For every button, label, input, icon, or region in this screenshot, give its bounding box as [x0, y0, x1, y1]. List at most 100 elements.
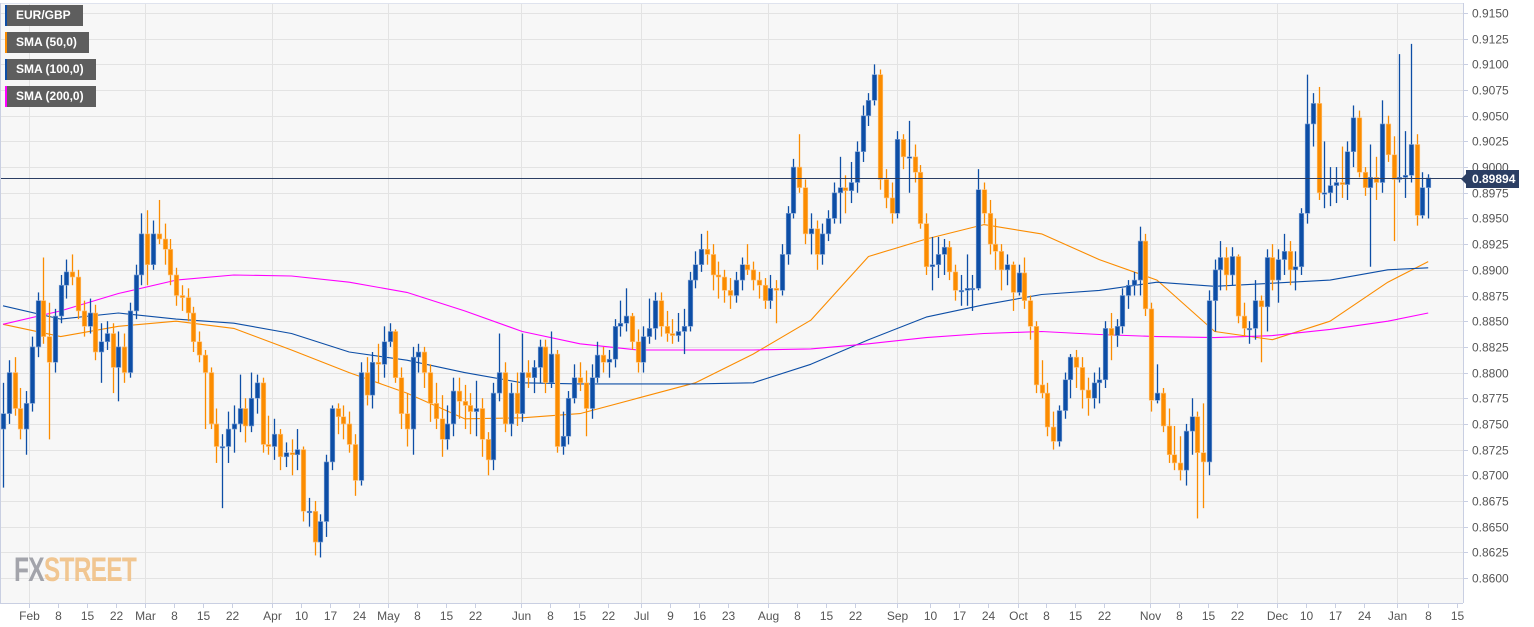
- candle: [635, 329, 642, 373]
- candle-body-down: [525, 372, 532, 378]
- candle-body-up: [790, 166, 797, 214]
- candle-body-up: [1114, 326, 1121, 336]
- candle-body-up: [837, 187, 844, 194]
- candle: [681, 308, 688, 355]
- y-tick-label: 0.8825: [1472, 341, 1509, 355]
- legend-item-sma100[interactable]: SMA (100,0): [5, 59, 96, 80]
- current-price-label: 0.89894: [1460, 169, 1520, 188]
- candle-body-down: [952, 271, 959, 291]
- candle: [589, 364, 596, 419]
- candle: [104, 321, 111, 350]
- candle-body-down: [502, 372, 509, 425]
- x-tick-label: 22: [1098, 609, 1112, 623]
- candle-body-down: [912, 156, 919, 173]
- candle-body-down: [1200, 452, 1207, 463]
- candle-body-up: [1310, 103, 1317, 125]
- legend-item-sma50[interactable]: SMA (50,0): [5, 32, 89, 53]
- candle: [358, 362, 365, 486]
- candle: [1108, 312, 1115, 361]
- candle: [306, 497, 313, 527]
- candle: [225, 411, 232, 463]
- plot-area: [0, 3, 1463, 603]
- candle: [312, 500, 319, 556]
- candle-body-up: [698, 248, 705, 265]
- candle: [410, 346, 417, 455]
- candle-body-down: [404, 413, 411, 430]
- candle-body-up: [819, 233, 826, 255]
- candle: [1125, 280, 1132, 309]
- y-tick-label: 0.8600: [1472, 572, 1509, 586]
- candle: [162, 223, 169, 265]
- candle: [1160, 387, 1167, 433]
- candle-body-down: [669, 333, 676, 336]
- candle: [883, 169, 890, 209]
- candle-body-down: [1085, 389, 1092, 399]
- x-tick-label: Nov: [1140, 609, 1161, 623]
- candle-body-up: [1304, 123, 1311, 214]
- candle: [721, 269, 728, 303]
- candle-body-down: [427, 372, 434, 404]
- candle: [1414, 134, 1421, 226]
- logo-street: STREET: [43, 551, 137, 589]
- candle-body-up: [104, 333, 111, 343]
- candle-body-down: [1171, 454, 1178, 464]
- candle: [242, 398, 249, 443]
- candle-body-down: [814, 228, 821, 255]
- candle: [1131, 271, 1138, 296]
- legend-item-eurgbp[interactable]: EUR/GBP: [5, 5, 83, 26]
- candle: [1044, 382, 1051, 437]
- legend-item-sma200[interactable]: SMA (200,0): [5, 86, 96, 107]
- candle-body-up: [1154, 392, 1161, 401]
- x-tick-label: 22: [849, 609, 863, 623]
- candle: [819, 223, 826, 265]
- candle-body-up: [1246, 328, 1253, 331]
- candle: [519, 333, 526, 422]
- candle-body-up: [1004, 264, 1011, 271]
- candle-body-down: [1223, 257, 1230, 276]
- candle: [623, 288, 630, 332]
- candle-body-down: [462, 401, 469, 406]
- candle: [1350, 105, 1357, 168]
- candle: [1241, 302, 1248, 337]
- candle: [704, 230, 711, 265]
- candle: [548, 331, 555, 388]
- candle-body-down: [1033, 326, 1040, 386]
- candle: [664, 310, 671, 342]
- candle: [629, 312, 636, 350]
- candle-body-down: [1194, 416, 1201, 453]
- candle-body-down: [69, 271, 76, 278]
- candle-body-up: [1102, 328, 1109, 381]
- candle-body-up: [848, 182, 855, 192]
- candle-body-down: [1010, 264, 1017, 293]
- candle-body-up: [617, 322, 624, 327]
- candle: [69, 254, 76, 286]
- candle-body-up: [1096, 379, 1103, 384]
- x-tick-label: 22: [602, 609, 616, 623]
- candle-body-up: [490, 392, 497, 461]
- candle: [1252, 280, 1259, 340]
- candle-body-down: [704, 248, 711, 255]
- candle-body-down: [208, 372, 215, 425]
- x-tick-label: 15: [573, 609, 587, 623]
- candle: [29, 336, 36, 412]
- candle-body-down: [121, 346, 128, 373]
- candle: [1316, 86, 1323, 200]
- candle-body-up: [739, 264, 746, 281]
- candle-body-up: [831, 192, 838, 219]
- candle-body-up: [1379, 123, 1386, 183]
- candle-body-up: [652, 300, 659, 329]
- candle-body-up: [381, 341, 388, 365]
- candle: [825, 210, 832, 242]
- candle: [565, 391, 572, 445]
- candle: [617, 300, 624, 337]
- candle-body-down: [312, 510, 319, 543]
- candle-body-up: [1264, 257, 1271, 308]
- candle: [715, 261, 722, 299]
- sma-line-sma200: [2, 274, 1429, 351]
- candle-body-up: [323, 461, 330, 522]
- candle-body-down: [998, 251, 1005, 271]
- candle: [929, 236, 936, 291]
- candle-body-up: [612, 326, 619, 360]
- candle-body-up: [1252, 300, 1259, 329]
- candle: [1079, 357, 1086, 409]
